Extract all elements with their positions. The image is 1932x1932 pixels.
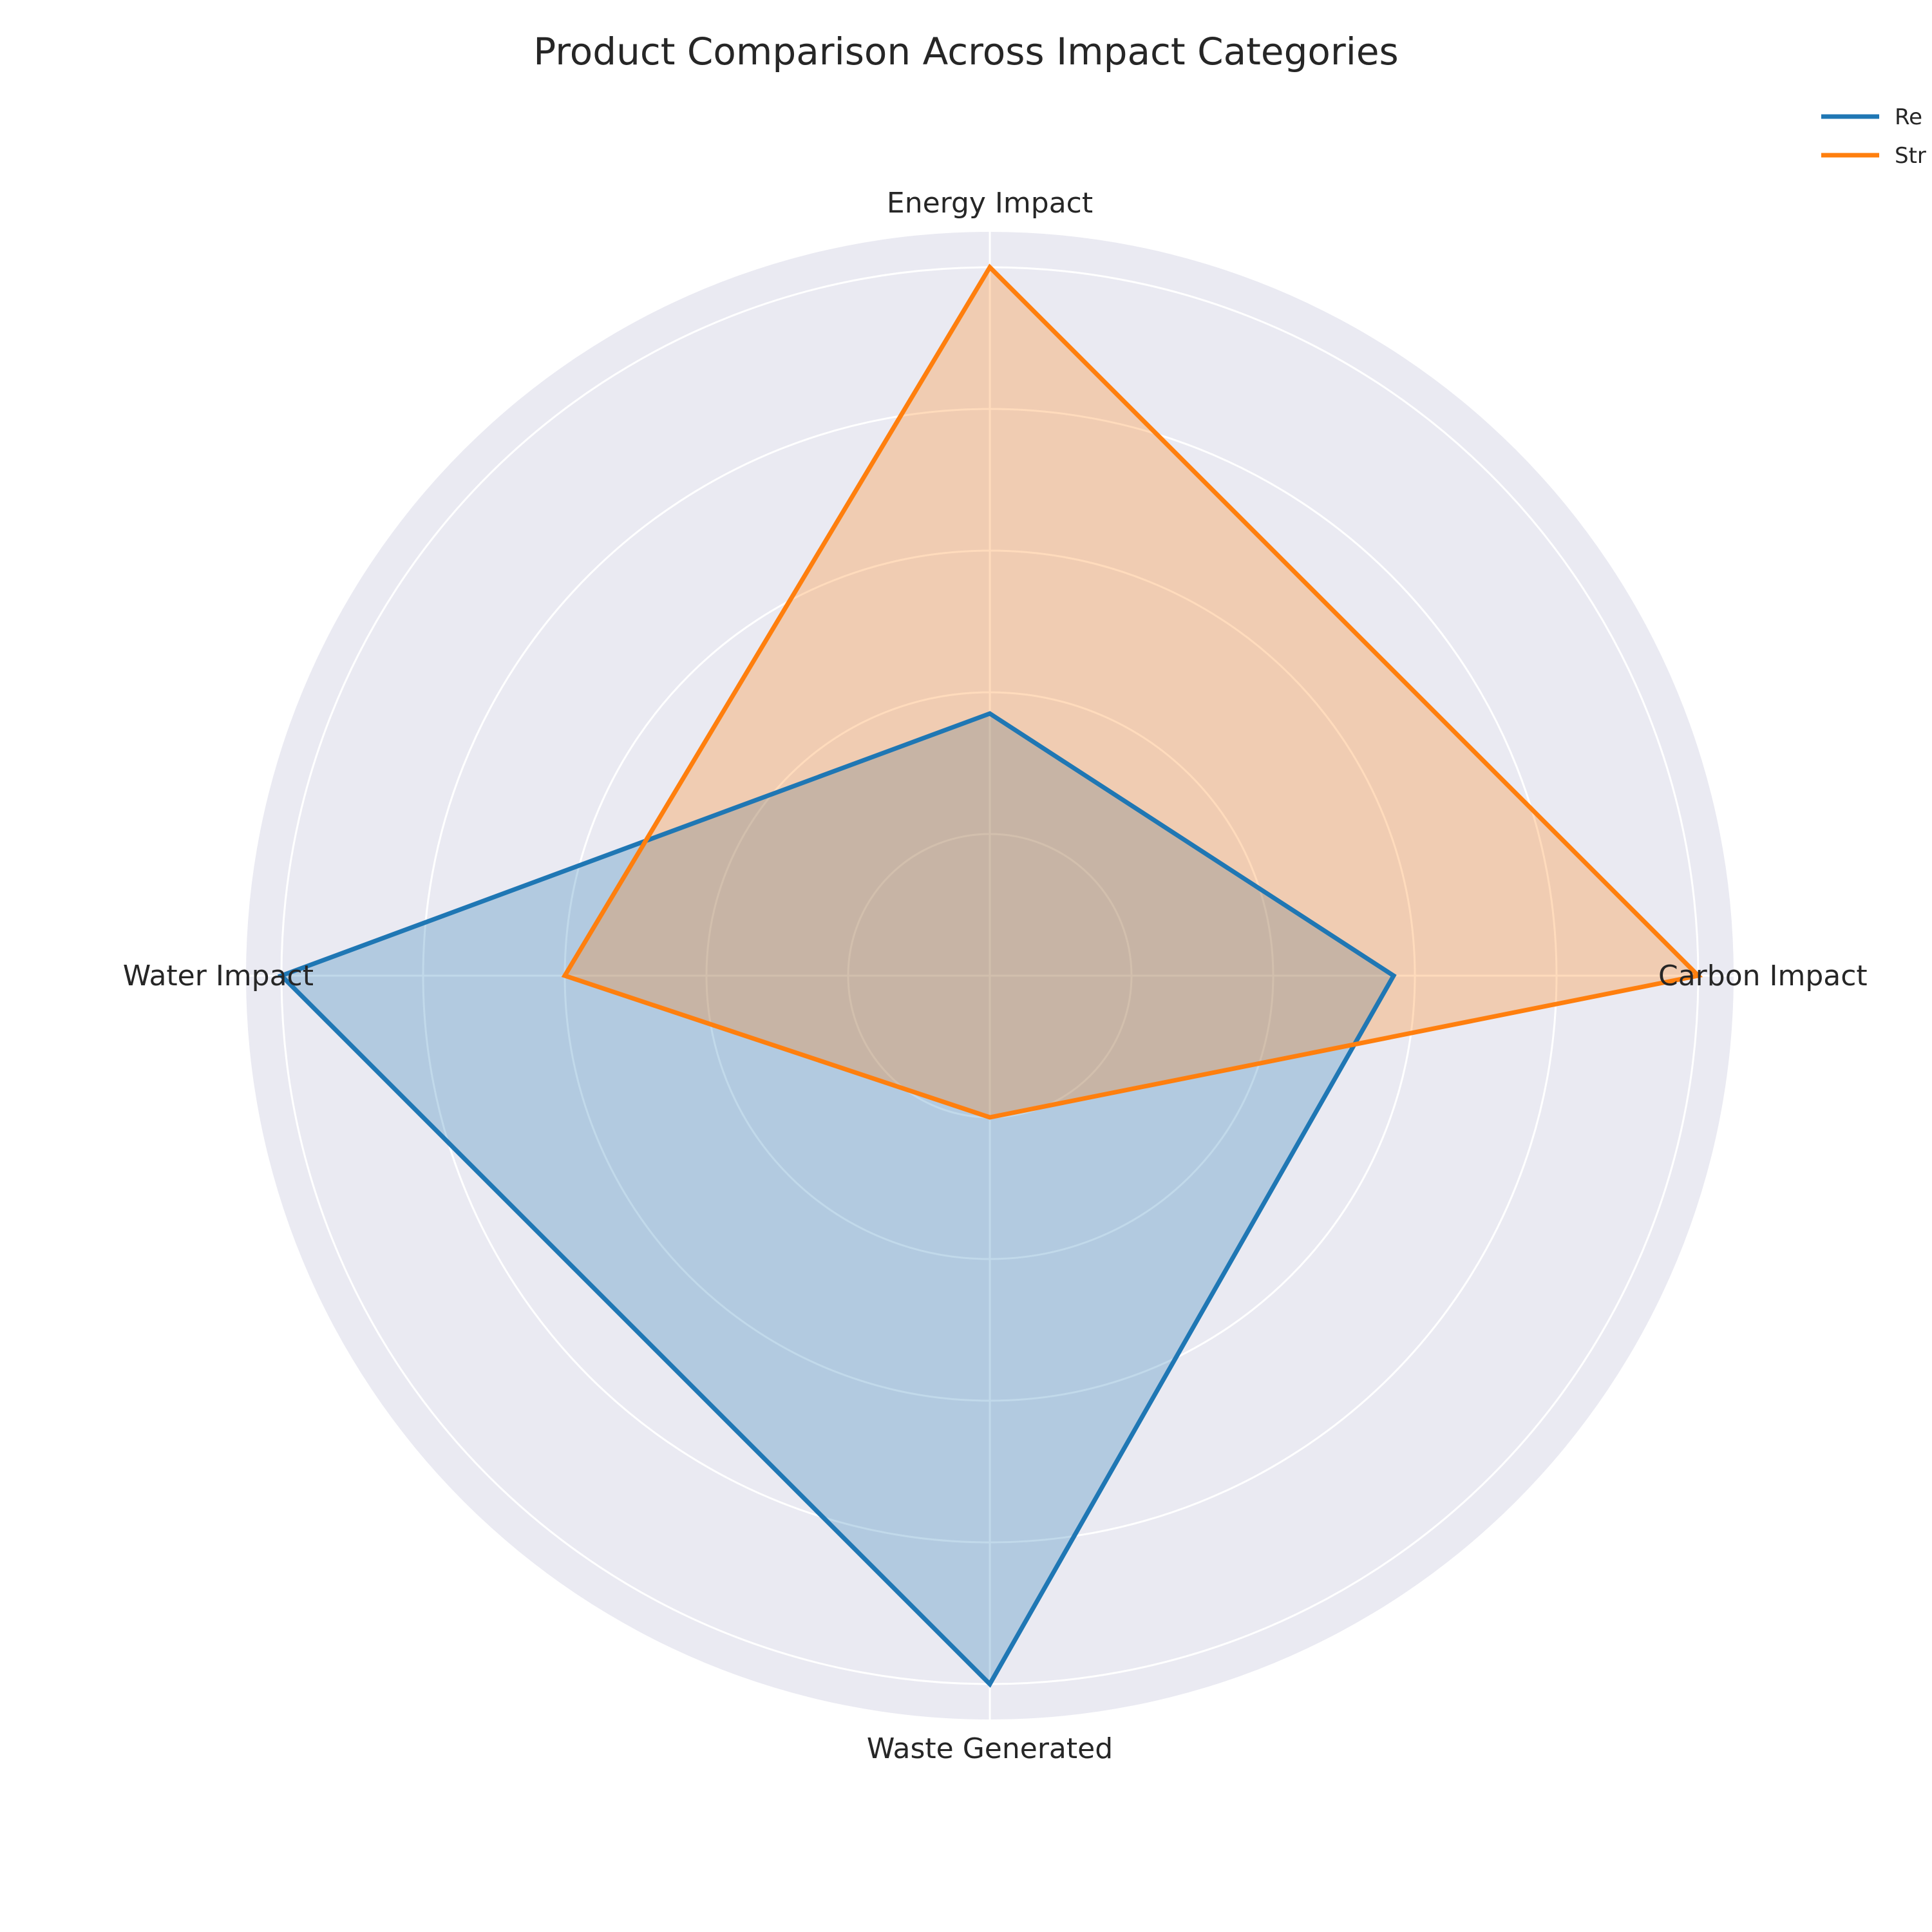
axis-label-energy-impact: Energy Impact (887, 187, 1093, 220)
series-line-2 (561, 263, 1703, 1120)
axis-label-carbon-impact: Carbon Impact (1658, 960, 1868, 992)
legend-label-series-2: Str (1895, 143, 1926, 169)
legend-label-series-1: Re (1895, 104, 1922, 130)
series-line-1 (277, 711, 1397, 1688)
legend: Re Str (1821, 104, 1926, 169)
axis-label-water-impact: Water Impact (123, 960, 314, 992)
chart-title: Product Comparison Across Impact Categor… (533, 30, 1399, 73)
series-fill-1 (281, 714, 1394, 1684)
series-fill-2 (565, 267, 1698, 1117)
axis-label-waste-generated: Waste Generated (867, 1732, 1113, 1765)
